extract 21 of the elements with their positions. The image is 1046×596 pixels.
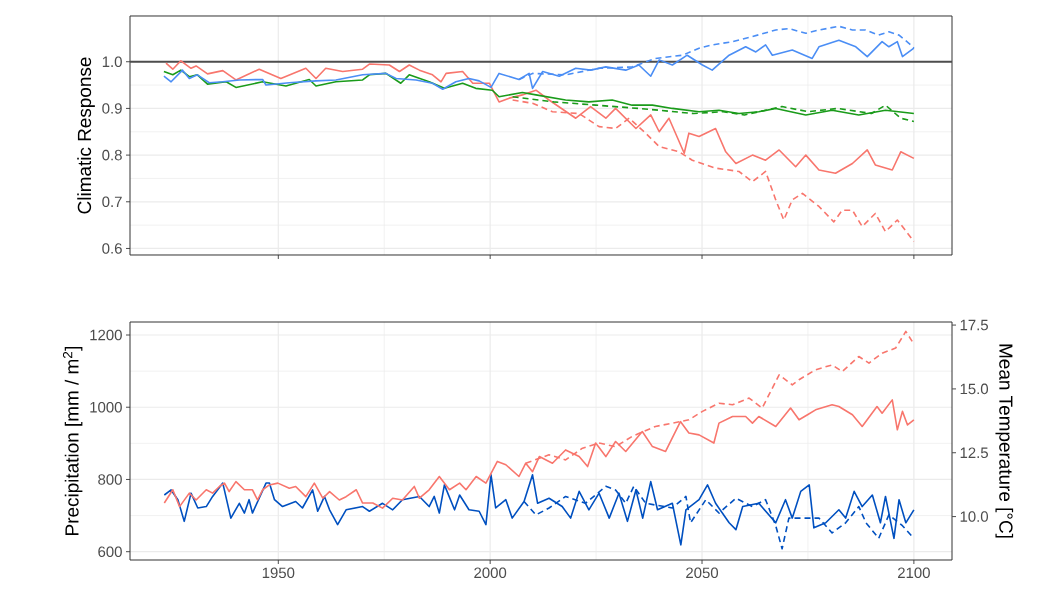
- x-tick-label: 2100: [898, 567, 930, 579]
- y-tick-label: 0.6: [102, 243, 122, 254]
- y-tick-label: 1200: [90, 329, 122, 341]
- y2-tick-label: 12.5: [960, 447, 988, 459]
- y-tick-label: 0.9: [102, 103, 122, 114]
- y-axis-title: Climatic Response: [77, 57, 95, 214]
- y2-tick-label: 17.5: [960, 319, 988, 331]
- y-axis-title: Precipitation [mm / m$^{2}$]: [62, 346, 83, 535]
- x-tick-label: 2000: [474, 567, 507, 579]
- line-series: [163, 473, 915, 546]
- y-tick-label: 600: [98, 546, 122, 557]
- y2-tick-label: 10.0: [960, 511, 989, 522]
- x-tick-label: 2050: [686, 567, 719, 579]
- x-tick-label: 1950: [262, 567, 295, 579]
- y2-tick-label: 15.0: [960, 383, 989, 395]
- y-tick-label: 0.7: [102, 196, 122, 208]
- y-tick-label: 1.0: [102, 56, 122, 68]
- y2-axis-title: Mean Temperature [°C]: [995, 344, 1014, 538]
- y-tick-label: 1000: [90, 401, 122, 413]
- y-tick-label: 800: [98, 474, 122, 485]
- y-tick-label: 0.8: [102, 149, 122, 161]
